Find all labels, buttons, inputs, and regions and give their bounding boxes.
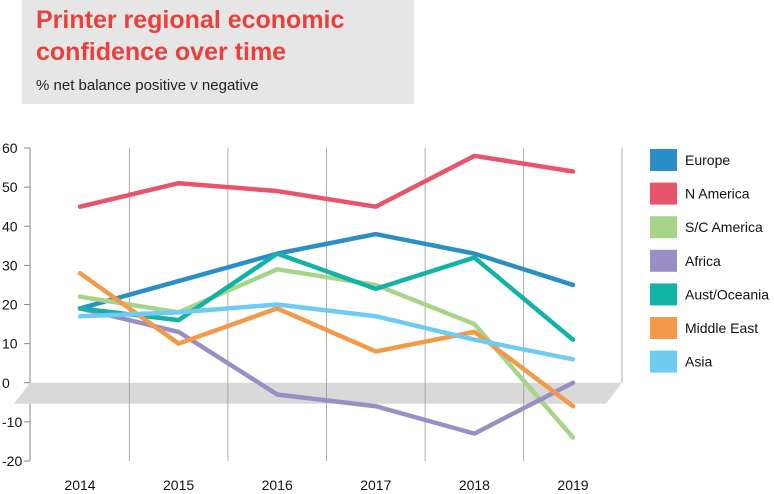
series-line-africa: [77, 306, 576, 436]
y-tick-label: 0: [2, 375, 10, 391]
y-tick-label: 60: [2, 140, 18, 156]
y-tick-label: 40: [2, 218, 18, 234]
x-tick-label: 2019: [557, 477, 588, 493]
chart-subtitle: % net balance positive v negative: [36, 77, 259, 94]
legend-label: Middle East: [685, 320, 758, 336]
series-line-asia: [77, 302, 576, 362]
title-box: Printer regional economic confidence ove…: [22, 0, 414, 104]
x-tick-label: 2014: [64, 477, 95, 493]
legend-label: S/C America: [685, 219, 763, 235]
legend-swatch: [650, 350, 677, 373]
legend-swatch: [650, 182, 677, 205]
series-line-aust-oceania: [77, 251, 576, 342]
legend-swatch: [650, 283, 677, 306]
legend-label: Aust/Oceania: [685, 286, 769, 302]
legend-label: Europe: [685, 152, 730, 168]
legend: Europe N America S/C America Africa Aust/Oce…: [650, 149, 769, 373]
y-tick-label: 30: [2, 257, 18, 273]
chart-title: Printer regional economic confidence ove…: [36, 6, 345, 66]
x-tick-label: 2016: [262, 477, 293, 493]
legend-label: Asia: [685, 354, 712, 370]
series-line-europe: [77, 231, 576, 311]
x-tick-label: 2015: [163, 477, 194, 493]
legend-swatch: [650, 149, 677, 171]
x-tick-label: 2017: [360, 477, 391, 493]
legend-swatch: [650, 249, 677, 272]
y-tick-label: -20: [2, 453, 22, 469]
series-line-n-america: [77, 153, 576, 209]
y-tick-label: -10: [2, 414, 22, 430]
series-layer: [77, 153, 576, 440]
legend-swatch: [650, 216, 677, 239]
axis-layer: 60 50 40 30 20 10 0 -10 -20 2014 2015 2016 2017 2018 2…: [2, 140, 589, 493]
legend-label: Africa: [685, 253, 721, 269]
y-tick-label: 50: [2, 179, 18, 195]
y-tick-label: 10: [2, 336, 18, 352]
zero-band: [14, 382, 622, 404]
y-tick-label: 20: [2, 297, 18, 313]
x-tick-label: 2018: [459, 477, 490, 493]
legend-swatch: [650, 317, 677, 339]
legend-label: N America: [685, 186, 750, 202]
